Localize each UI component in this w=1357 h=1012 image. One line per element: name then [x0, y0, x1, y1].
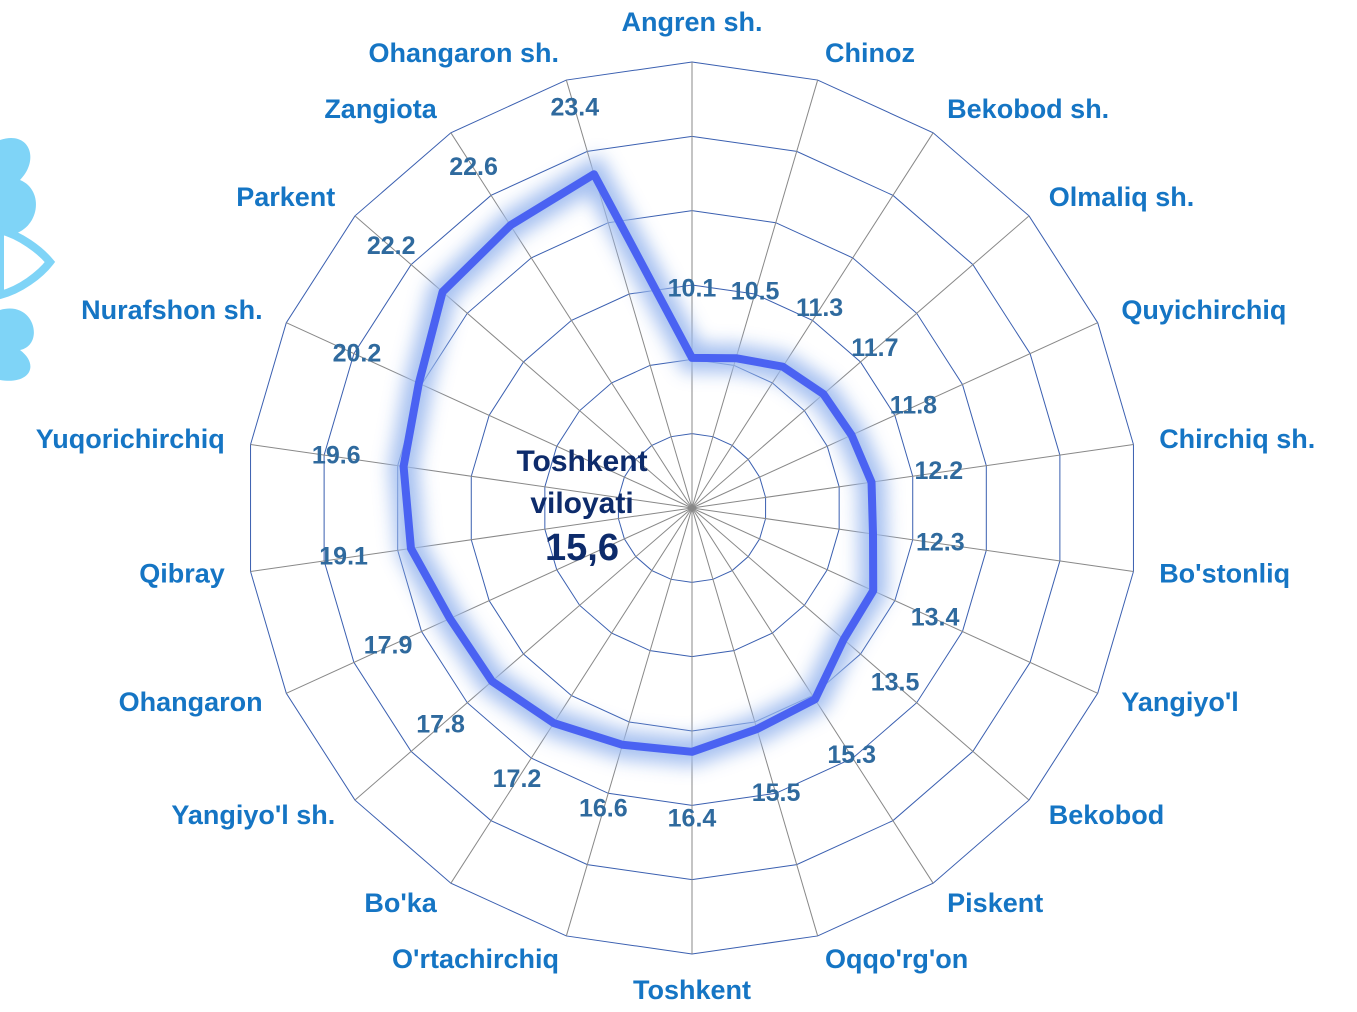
category-label: Parkent: [236, 182, 335, 212]
spoke: [691, 215, 1030, 509]
spoke: [691, 507, 1134, 572]
value-label: 17.9: [364, 631, 413, 659]
value-label: 10.1: [668, 274, 717, 302]
category-label: Zangiota: [324, 94, 437, 124]
category-label: Bo'ka: [364, 888, 437, 918]
spoke: [691, 132, 934, 509]
spoke: [450, 132, 693, 509]
value-label: 16.6: [579, 795, 628, 823]
value-label: 11.8: [890, 391, 937, 419]
value-label: 17.8: [416, 710, 465, 738]
value-label: 19.1: [319, 543, 368, 571]
value-label: 22.6: [449, 153, 498, 181]
value-label: 10.5: [731, 278, 780, 306]
value-label: 11.3: [796, 294, 843, 322]
category-label: Yuqorichirchiq: [36, 424, 225, 454]
spoke: [691, 322, 1098, 509]
value-label: 19.6: [312, 441, 361, 469]
annotation: Toshkent: [516, 445, 647, 478]
spoke: [565, 507, 693, 937]
spoke: [691, 507, 1098, 694]
spoke: [250, 444, 693, 509]
category-label: Piskent: [947, 888, 1043, 918]
value-label: 12.3: [916, 528, 965, 556]
spoke: [691, 507, 1030, 801]
category-label: Olmaliq sh.: [1049, 182, 1195, 212]
category-label: Chirchiq sh.: [1159, 424, 1315, 454]
category-label: Toshkent: [633, 975, 751, 1005]
spoke: [354, 215, 693, 509]
category-label: Chinoz: [825, 38, 915, 68]
category-label: Bo'stonliq: [1159, 558, 1290, 588]
category-label: Quyichirchiq: [1121, 295, 1286, 325]
spoke: [286, 322, 693, 509]
series: [389, 154, 888, 767]
spoke: [250, 507, 693, 572]
category-label: Qibray: [139, 558, 225, 588]
value-label: 12.2: [914, 457, 963, 485]
spoke: [286, 507, 693, 694]
value-label: 22.2: [367, 232, 416, 260]
annotation: 15,6: [545, 527, 619, 569]
grid: [250, 61, 1134, 955]
spoke: [691, 79, 819, 509]
series-line: [399, 170, 878, 756]
value-label: 20.2: [333, 340, 382, 368]
category-label: O'rtachirchiq: [392, 944, 559, 974]
category-label: Oqqo'rg'on: [825, 944, 968, 974]
category-label: Bekobod: [1049, 800, 1165, 830]
value-label: 16.4: [668, 804, 717, 832]
category-label: Bekobod sh.: [947, 94, 1109, 124]
value-label: 15.5: [752, 779, 801, 807]
value-label: 17.2: [493, 765, 542, 793]
value-label: 15.3: [827, 741, 876, 769]
category-label: Angren sh.: [621, 7, 762, 37]
category-label: Nurafshon sh.: [81, 295, 263, 325]
value-label: 23.4: [550, 94, 599, 122]
annotation: viloyati: [530, 487, 633, 520]
spoke: [691, 444, 1134, 509]
category-label: Ohangaron: [119, 687, 263, 717]
decoration: [0, 138, 56, 381]
value-label: 13.4: [911, 604, 960, 632]
category-label: Yangiyo'l: [1121, 687, 1238, 717]
category-label: Yangiyo'l sh.: [171, 800, 335, 830]
spoke: [354, 507, 693, 801]
spoke: [450, 507, 693, 884]
value-label: 13.5: [871, 669, 920, 697]
labels: Angren sh. Chinoz Bekobod sh. Olmaliq sh. Qu…: [36, 7, 1315, 1005]
value-label: 11.7: [851, 334, 898, 362]
spoke: [565, 79, 693, 509]
category-label: Ohangaron sh.: [368, 38, 559, 68]
